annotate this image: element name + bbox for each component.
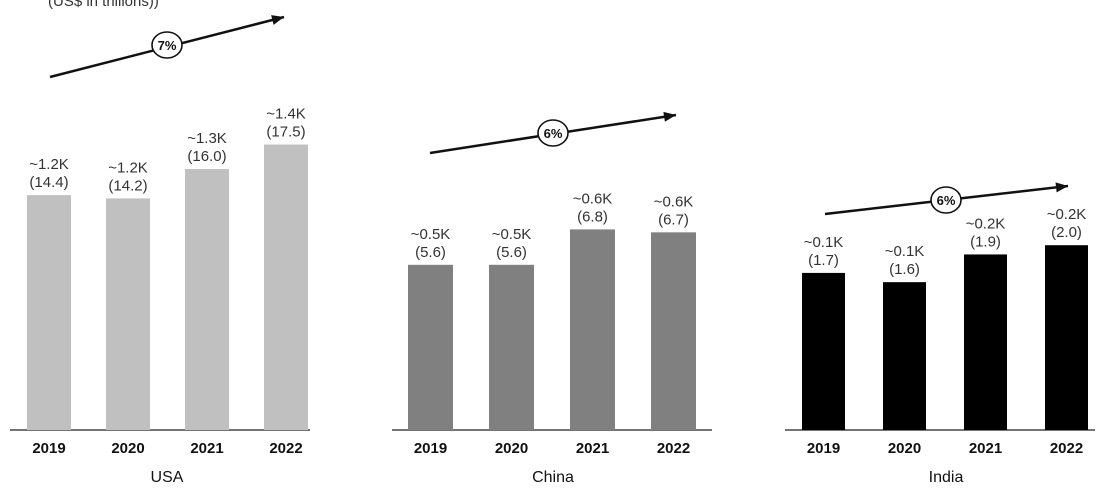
usa-bar-2021 [185,169,229,431]
china-tick-label-2019: 2019 [414,440,447,457]
china-bar-value-label-2019: (5.6) [415,244,446,261]
china-bar-top-label-2022: ~0.6K [654,193,694,210]
china-panel-label: China [532,469,574,486]
india-bar-value-label-2020: (1.6) [889,261,920,278]
india-bar-value-label-2022: (2.0) [1051,224,1082,241]
india-tick-label-2020: 2020 [888,440,921,457]
china-trend-arrow-head [663,111,676,122]
india-bar-2021 [964,254,1007,430]
china-bar-2020 [489,264,534,430]
usa-bar-value-label-2021: (16.0) [187,148,226,165]
india-bar-top-label-2022: ~0.2K [1047,206,1087,223]
usa-panel-label: USA [151,469,184,486]
india-tick-label-2019: 2019 [807,440,840,457]
usa-bar-top-label-2021: ~1.3K [187,130,227,147]
china-cagr-label: 6% [544,126,563,141]
india-cagr-circle [930,186,962,214]
china-cagr-circle [537,119,569,147]
usa-bar-2022 [264,144,308,430]
india-tick-label-2021: 2021 [969,440,1002,457]
india-tick-label-2022: 2022 [1050,440,1083,457]
india-panel-label: India [929,469,964,486]
usa-bar-top-label-2019: ~1.2K [29,156,69,173]
usa-bar-2019 [27,195,71,430]
china-bar-2022 [651,232,696,430]
china-tick-label-2020: 2020 [495,440,528,457]
india-bar-top-label-2020: ~0.1K [885,243,925,260]
china-bar-top-label-2021: ~0.6K [573,190,613,207]
usa-trend-arrow-head [271,15,284,25]
china-bar-value-label-2022: (6.7) [658,211,689,228]
india-bar-2022 [1045,245,1088,430]
usa-bar-value-label-2020: (14.2) [108,177,147,194]
china-bar-2019 [408,264,453,430]
usa-tick-label-2022: 2022 [269,440,302,457]
usa-bar-2020 [106,198,150,430]
usa-tick-label-2020: 2020 [111,440,144,457]
india-bar-2020 [883,282,926,430]
usa-cagr-label: 7% [158,38,177,53]
india-trend-arrow-head [1055,182,1068,193]
india-bar-top-label-2021: ~0.2K [966,215,1006,232]
india-bar-value-label-2021: (1.9) [970,233,1001,250]
usa-bar-top-label-2022: ~1.4K [266,106,306,123]
india-bar-top-label-2019: ~0.1K [804,234,844,251]
usa-tick-label-2021: 2021 [190,440,223,457]
china-bar-2021 [570,229,615,430]
usa-bar-value-label-2019: (14.4) [29,174,68,191]
china-bar-top-label-2019: ~0.5K [411,226,451,243]
usa-bar-value-label-2022: (17.5) [266,124,305,141]
india-bar-value-label-2019: (1.7) [808,252,839,269]
china-tick-label-2022: 2022 [657,440,690,457]
usa-cagr-circle [151,31,183,59]
usa-tick-label-2019: 2019 [32,440,65,457]
usa-bar-top-label-2020: ~1.2K [108,159,148,176]
china-bar-top-label-2020: ~0.5K [492,226,532,243]
china-bar-value-label-2021: (6.8) [577,208,608,225]
india-bar-2019 [802,272,845,430]
china-tick-label-2021: 2021 [576,440,609,457]
india-cagr-label: 6% [937,193,956,208]
header-text: (US$ in trillions)) [48,0,159,10]
china-bar-value-label-2020: (5.6) [496,244,527,261]
